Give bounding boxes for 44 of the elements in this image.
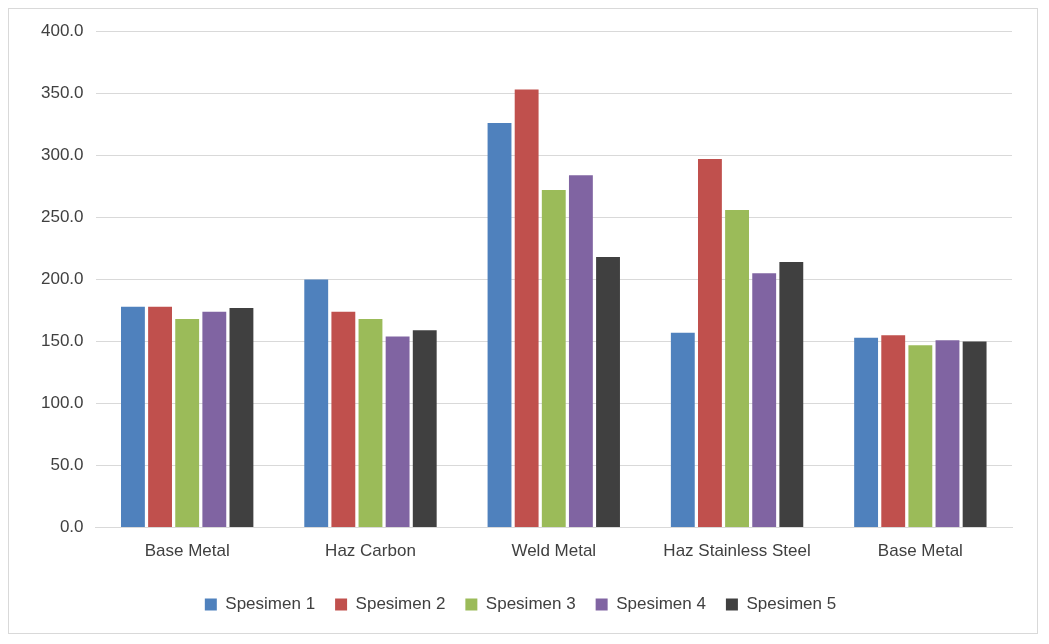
bar [514, 89, 539, 528]
bar [725, 209, 749, 528]
bar [962, 341, 987, 528]
x-tick-label: Base Metal [144, 541, 230, 561]
y-tick-label: 400.0 [40, 20, 84, 40]
bar [412, 330, 437, 528]
bar [304, 279, 329, 528]
bar [698, 159, 722, 528]
legend-label: Spesimen 4 [616, 594, 706, 614]
bar [596, 257, 620, 528]
x-tick-label: Haz Stainless Steel [663, 541, 811, 561]
legend-label: Spesimen 5 [746, 594, 837, 614]
bar [670, 332, 695, 528]
legend-label: Spesimen 1 [225, 594, 316, 614]
bar [202, 311, 227, 528]
bar [487, 123, 512, 528]
legend-label: Spesimen 3 [485, 594, 576, 614]
bar [779, 262, 804, 528]
legend-label: Spesimen 2 [355, 594, 446, 614]
y-tick-label: 150.0 [40, 331, 84, 351]
y-tick-label: 350.0 [40, 82, 84, 102]
bar [148, 306, 172, 528]
y-tick-label: 100.0 [40, 393, 84, 413]
bar [854, 337, 879, 528]
bar [935, 340, 960, 528]
bar [175, 319, 200, 528]
bar [752, 273, 777, 528]
bar [331, 311, 356, 528]
bar [229, 307, 254, 528]
x-tick-label: Haz Carbon [325, 541, 416, 561]
bar [568, 175, 593, 528]
y-tick-label: 300.0 [40, 144, 84, 164]
bar [541, 190, 566, 528]
bar [881, 335, 906, 528]
bar [121, 306, 145, 528]
x-tick-label: Weld Metal [511, 541, 597, 561]
y-tick-label: 250.0 [40, 207, 84, 227]
x-tick-label: Base Metal [877, 541, 963, 561]
y-tick-label: 200.0 [40, 269, 84, 289]
bar [908, 345, 933, 528]
bar [358, 319, 383, 528]
bar [385, 336, 410, 528]
y-tick-label: 0.0 [59, 517, 84, 537]
y-tick-label: 50.0 [50, 455, 84, 475]
